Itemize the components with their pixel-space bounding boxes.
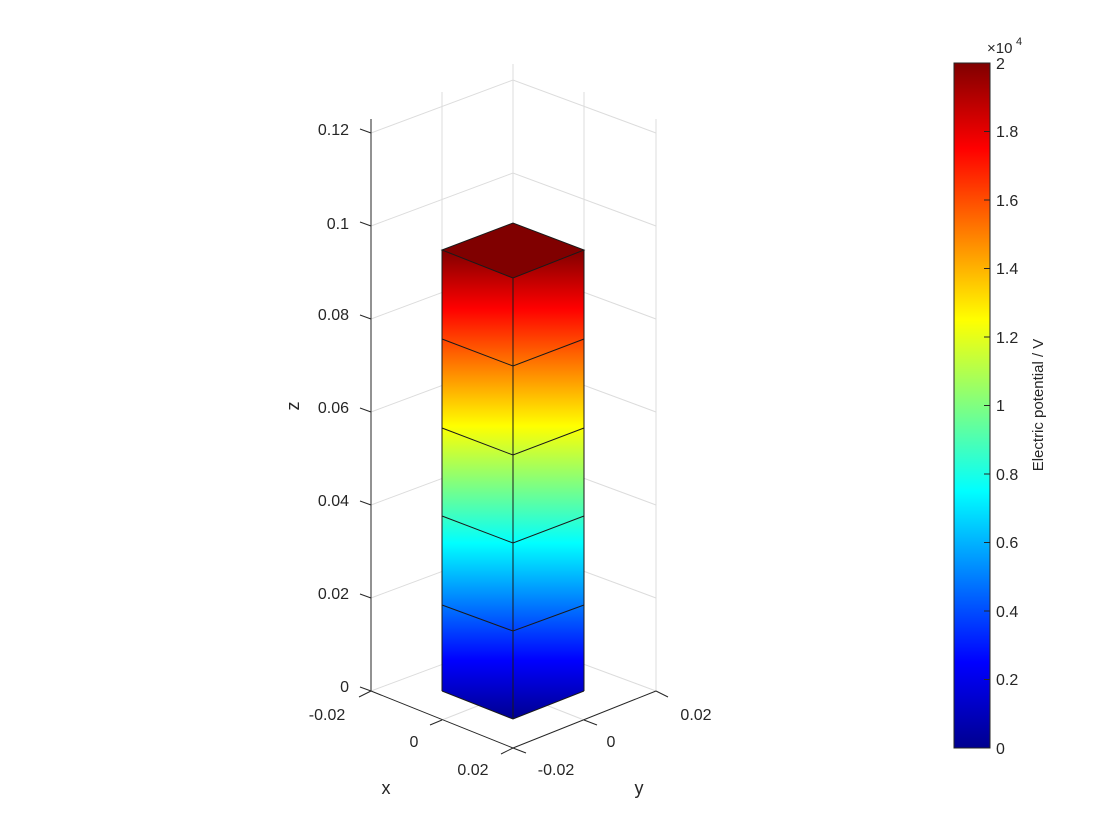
colorbar-tick: 0	[996, 741, 1005, 758]
z-tick: 0.02	[318, 586, 349, 603]
x-axis-label: x	[382, 778, 391, 798]
prism-left-face	[442, 250, 513, 719]
z-tick: 0.1	[327, 216, 349, 233]
colorbar-tick: 0.4	[996, 604, 1018, 621]
colorbar-tick: 1	[996, 398, 1005, 415]
z-tick-labels: 0 0.02 0.04 0.06 0.08 0.1 0.12	[318, 122, 349, 696]
colorbar-tick-labels: 0 0.2 0.4 0.6 0.8 1 1.2 1.4 1.6 1.8 2	[996, 56, 1018, 758]
z-axis-label: z	[283, 402, 303, 411]
prism-right-face	[513, 250, 584, 719]
colorbar-tick: 1.2	[996, 330, 1018, 347]
axes	[358, 119, 669, 755]
x-tick: -0.02	[309, 707, 346, 724]
colorbar-label: Electric potential / V	[1030, 339, 1047, 472]
x-tick-labels: -0.02 0 0.02	[309, 707, 489, 779]
multiplier-text: ×10	[987, 40, 1012, 57]
z-tick: 0.08	[318, 307, 349, 324]
colorbar: 0 0.2 0.4 0.6 0.8 1 1.2 1.4 1.6 1.8 2 ×1…	[953, 36, 1047, 758]
y-tick: 0.02	[680, 707, 711, 724]
z-tick: 0.06	[318, 400, 349, 417]
exponent-text: 4	[1016, 36, 1022, 48]
colorbar-tick: 2	[996, 56, 1005, 73]
colorbar-tick: 0.2	[996, 672, 1018, 689]
z-tick: 0	[340, 679, 349, 696]
colorbar-tick: 1.4	[996, 261, 1018, 278]
z-tick: 0.04	[318, 493, 349, 510]
x-tick: 0	[410, 734, 419, 751]
y-axis-label: y	[635, 778, 644, 798]
colorbar-tick: 1.6	[996, 193, 1018, 210]
colorbar-tick: 0.6	[996, 535, 1018, 552]
x-tick: 0.02	[457, 762, 488, 779]
colorbar-tick: 0.8	[996, 467, 1018, 484]
colorbar-exponent: ×10 4	[987, 36, 1022, 57]
y-axis-line	[512, 690, 657, 749]
x-axis-line	[370, 690, 514, 749]
colorbar-tick: 1.8	[996, 124, 1018, 141]
potential-prism	[440, 222, 586, 720]
z-tick: 0.12	[318, 122, 349, 139]
y-tick-labels: -0.02 0 0.02	[538, 707, 712, 779]
y-tick: 0	[607, 734, 616, 751]
y-tick: -0.02	[538, 762, 575, 779]
